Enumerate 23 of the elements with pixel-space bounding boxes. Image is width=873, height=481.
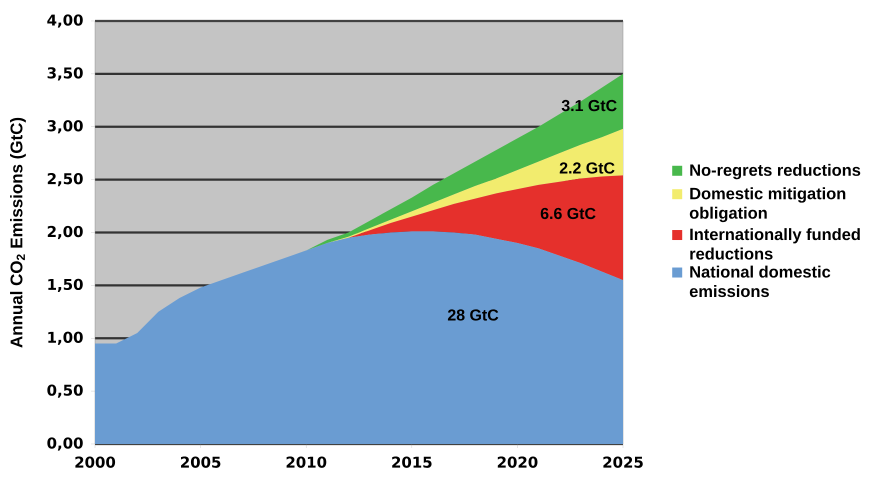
y-tick-label: 1,50 [48,278,83,292]
x-tick-label: 2000 [75,456,116,468]
y-tick-label: 3,00 [48,120,83,134]
legend-label: Domestic mitigation obligation [690,187,846,222]
x-tick-label: 2015 [392,456,432,468]
legend-label: No-regrets reductions [690,164,860,180]
x-tick-label: 2005 [181,456,220,468]
y-tick-label: 0,00 [47,437,83,451]
annotation: 28 GtC [448,309,498,321]
y-tick-label: 2,00 [48,226,83,240]
x-tick-label: 2020 [498,456,538,468]
y-tick-label: 0,50 [47,384,83,398]
y-axis-title: Annual CO$_{2}$ Emissions (GtC) [10,118,26,348]
y-tick-label: 1,00 [48,332,83,345]
legend-label: Internationally funded reductions [690,228,860,260]
annotation: 2.2 GtC [560,162,615,174]
x-tick-label: 2010 [286,456,326,468]
legend-label: National domestic emissions [690,266,830,298]
y-tick-label: 3,50 [48,67,83,80]
x-tick-label: 2025 [603,456,643,468]
annotation: 6.6 GtC [540,208,596,220]
y-tick-label: 2,50 [48,173,83,186]
y-tick-label: 4,00 [47,14,83,28]
